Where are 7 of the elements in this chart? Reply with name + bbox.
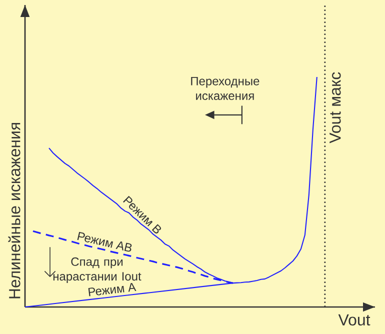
y-axis-title: Нелинейные искажения (8, 122, 20, 298)
text: Vout макс (330, 72, 341, 144)
annotation: Спад при нарастании Iout (53, 257, 142, 283)
text: Режим A (88, 283, 136, 296)
annotation: Переходные искажения (191, 76, 260, 100)
text: Режим AB (77, 232, 132, 252)
x-axis-title: Vout (338, 314, 370, 326)
